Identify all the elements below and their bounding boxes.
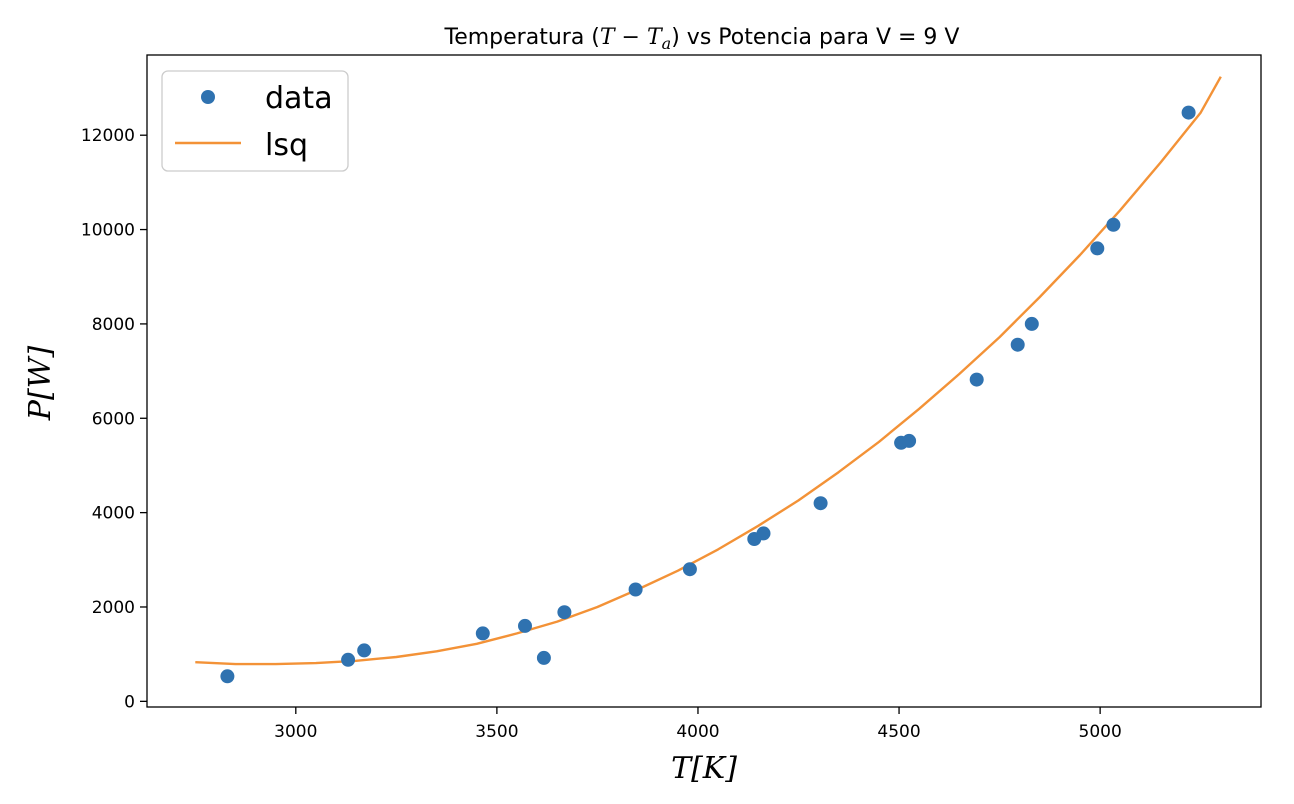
- data-point: [902, 433, 917, 448]
- legend-label-data: data: [265, 81, 333, 116]
- data-point: [756, 526, 771, 541]
- chart-title-suffix: ) vs Potencia para V = 9 V: [671, 25, 959, 50]
- x-axis-ticks: 3000 3500 4000 4500 5000: [274, 707, 1122, 742]
- y-tick-label: 0: [124, 692, 135, 712]
- x-tick-label: 3000: [274, 722, 317, 742]
- plot-content: [195, 76, 1222, 684]
- y-axis-ticks: 0 2000 4000 6000 8000 10000 12000: [81, 126, 147, 712]
- chart-title-prefix: Temperatura (: [444, 25, 600, 50]
- y-axis-label: P[W]: [23, 345, 58, 421]
- data-point: [1010, 337, 1025, 352]
- x-tick-label: 4000: [676, 722, 719, 742]
- data-point: [220, 669, 235, 684]
- data-point: [682, 562, 697, 577]
- y-tick-label: 4000: [92, 504, 135, 524]
- data-point: [536, 650, 551, 665]
- data-point: [341, 652, 356, 667]
- x-tick-label: 3500: [475, 722, 518, 742]
- data-point: [813, 496, 828, 511]
- series-lsq-line: [195, 76, 1222, 666]
- legend: data lsq: [161, 70, 349, 172]
- y-tick-label: 12000: [81, 126, 135, 146]
- data-point: [475, 626, 490, 641]
- data-point: [557, 605, 572, 620]
- y-tick-label: 2000: [92, 598, 135, 618]
- data-point: [628, 582, 643, 597]
- plot-frame: [146, 54, 1262, 708]
- y-tick-label: 6000: [92, 409, 135, 429]
- chart-title: Temperatura (T − Ta) vs Potencia para V …: [444, 25, 960, 53]
- x-tick-label: 4500: [877, 722, 920, 742]
- legend-label-lsq: lsq: [265, 128, 308, 163]
- x-tick-label: 5000: [1079, 722, 1122, 742]
- y-tick-label: 10000: [81, 221, 135, 241]
- data-point: [357, 643, 372, 658]
- data-point: [1106, 217, 1121, 232]
- y-tick-label: 8000: [92, 315, 135, 335]
- data-point: [1090, 241, 1105, 256]
- data-point: [1181, 105, 1196, 120]
- chart-title-math-subscript: a: [662, 34, 672, 53]
- chart-title-math: T − T: [600, 25, 664, 50]
- data-point: [1024, 316, 1039, 331]
- data-point: [518, 618, 532, 633]
- x-axis-label: T[K]: [671, 751, 737, 786]
- legend-marker-data: [201, 90, 215, 104]
- data-point: [969, 372, 984, 387]
